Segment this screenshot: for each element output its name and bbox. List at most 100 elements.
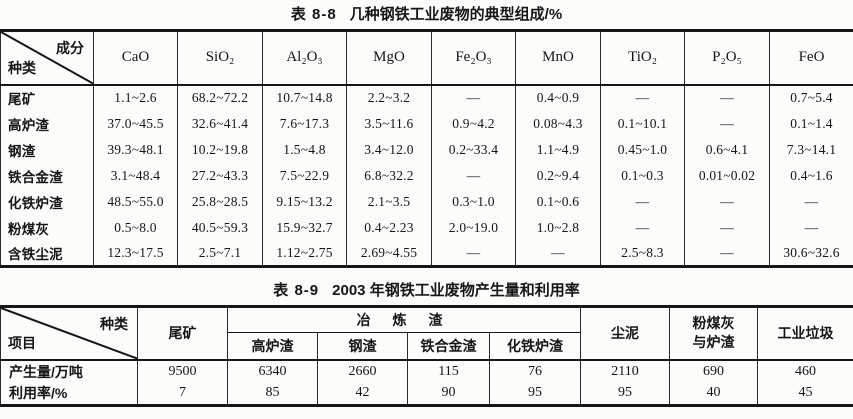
column-header: Fe₂O₃: [431, 30, 516, 86]
corner-label-composition: 成分: [56, 40, 84, 56]
cell: 1.12~2.75: [262, 240, 347, 267]
column-header: MgO: [346, 30, 432, 86]
table-row: 钢渣 39.3~48.1 10.2~19.8 1.5~4.8 3.4~12.0 0.2~3…: [0, 136, 853, 163]
waste-composition-table: 成分 种类 CaO SiO₂ Al₂O₃ MgO Fe₂O₃ MnO TiO₂ …: [0, 29, 853, 268]
cell: —: [431, 162, 516, 189]
cell: 0.01~0.02: [684, 162, 770, 189]
cell: 115: [407, 359, 490, 383]
cell: 6.8~32.2: [346, 162, 432, 189]
table2-header-row-2: 高炉渣 钢渣 铁合金渣 化铁炉渣: [1, 332, 853, 361]
column-header: P₂O₅: [684, 30, 770, 86]
column-header-industrial-waste: 工业垃圾: [757, 306, 853, 361]
cell: —: [769, 188, 853, 215]
column-group-smelting-slag: 冶 炼 渣: [226, 306, 582, 333]
column-header-ferroalloy-slag: 铁合金渣: [407, 332, 490, 361]
cell: 0.4~0.9: [515, 84, 601, 111]
cell: 7.3~14.1: [769, 136, 853, 163]
column-header-dust-sludge: 尘泥: [580, 306, 671, 361]
cell: —: [600, 214, 685, 241]
cell: 0.4~2.23: [346, 214, 432, 241]
cell: 1.1~4.9: [515, 136, 601, 163]
cell: 9500: [137, 359, 228, 383]
cell: 30.6~32.6: [769, 240, 853, 267]
cell: 2.5~8.3: [600, 240, 685, 267]
cell: 90: [407, 382, 490, 406]
cell: 3.1~48.4: [93, 162, 178, 189]
cell: 0.1~0.6: [515, 188, 601, 215]
row-label: 利用率/%: [0, 382, 138, 406]
table-row: 高炉渣 37.0~45.5 32.6~41.4 7.6~17.3 3.5~11.6 0.9…: [0, 110, 853, 137]
cell: 7: [137, 382, 228, 406]
column-header-tailings: 尾矿: [137, 306, 228, 361]
table-row: 含铁尘泥 12.3~17.5 2.5~7.1 1.12~2.75 2.69~4.55— —…: [0, 240, 853, 267]
cell: 3.4~12.0: [346, 136, 432, 163]
cell: —: [431, 240, 516, 267]
cell: 0.1~0.3: [600, 162, 685, 189]
table-row: 粉煤灰 0.5~8.0 40.5~59.3 15.9~32.7 0.4~2.23 2.0~…: [0, 214, 853, 241]
column-header: CaO: [93, 30, 178, 86]
table2-title: 表 8-9 2003 年钢铁工业废物产生量和利用率: [0, 268, 853, 301]
table1-title-text: 几种钢铁工业废物的典型组成/%: [349, 6, 563, 23]
cell: 0.5~8.0: [93, 214, 178, 241]
cell: 2660: [317, 359, 408, 383]
cell: 37.0~45.5: [93, 110, 178, 137]
cell: 0.4~1.6: [769, 162, 853, 189]
cell: 32.6~41.4: [177, 110, 263, 137]
table2-header-row-1: 种类 项目 尾矿 冶 炼 渣 尘泥 粉煤灰 与炉渣 工业垃圾: [0, 306, 853, 361]
cell: —: [600, 84, 685, 111]
table-row: 铁合金渣 3.1~48.4 27.2~43.3 7.5~22.9 6.8~32.2—0.…: [0, 162, 853, 189]
cell: 0.9~4.2: [431, 110, 516, 137]
table2-title-text: 2003 年钢铁工业废物产生量和利用率: [332, 282, 580, 299]
row-label: 产生量/万吨: [0, 359, 138, 383]
cell: 1.5~4.8: [262, 136, 347, 163]
cell: 690: [669, 359, 759, 383]
cell: 6340: [227, 359, 318, 383]
cell: 85: [227, 382, 318, 406]
cell: 2.2~3.2: [346, 84, 432, 111]
cell: 39.3~48.1: [93, 136, 178, 163]
diagonal-line: [1, 308, 137, 359]
row-label: 高炉渣: [0, 110, 94, 137]
cell: 460: [757, 359, 853, 383]
row-label: 铁合金渣: [0, 162, 94, 189]
cell: 0.7~5.4: [769, 84, 853, 111]
cell: 12.3~17.5: [93, 240, 178, 267]
cell: 2.1~3.5: [346, 188, 432, 215]
column-header-flyash-slag: 粉煤灰 与炉渣: [669, 306, 759, 361]
table-row: 化铁炉渣 48.5~55.0 25.8~28.5 9.15~13.2 2.1~3.5 0.…: [0, 188, 853, 215]
cell: 10.7~14.8: [262, 84, 347, 111]
cell: 15.9~32.7: [262, 214, 347, 241]
cell: —: [600, 188, 685, 215]
cell: 0.2~33.4: [431, 136, 516, 163]
waste-output-utilization-table: 种类 项目 尾矿 冶 炼 渣 尘泥 粉煤灰 与炉渣 工业垃圾 高炉渣 钢渣 铁合…: [0, 305, 853, 407]
cell: 0.08~4.3: [515, 110, 601, 137]
cell: —: [431, 84, 516, 111]
cell: 0.2~9.4: [515, 162, 601, 189]
cell: —: [684, 240, 770, 267]
flyash-line1: 粉煤灰: [692, 315, 735, 332]
cell: 0.1~1.4: [769, 110, 853, 137]
cell: 2.0~19.0: [431, 214, 516, 241]
column-header: FeO: [769, 30, 853, 86]
table1-corner-cell: 成分 种类: [0, 30, 94, 86]
row-label: 钢渣: [0, 136, 94, 163]
cell: 27.2~43.3: [177, 162, 263, 189]
row-label: 含铁尘泥: [0, 240, 94, 267]
cell: 2110: [580, 359, 671, 383]
cell: 7.6~17.3: [262, 110, 347, 137]
cell: 25.8~28.5: [177, 188, 263, 215]
cell: —: [684, 188, 770, 215]
corner-label-type: 种类: [100, 316, 128, 332]
table-row: 产生量/万吨 9500 6340 2660 115 76 2110 690 460: [0, 359, 853, 383]
cell: 42: [317, 382, 408, 406]
column-header-blast-furnace-slag: 高炉渣: [227, 332, 318, 361]
column-header-steel-slag: 钢渣: [317, 332, 408, 361]
cell: 0.45~1.0: [600, 136, 685, 163]
column-header: SiO₂: [177, 30, 263, 86]
cell: 48.5~55.0: [93, 188, 178, 215]
corner-label-type: 种类: [8, 59, 36, 76]
table1-title: 表 8-8 几种钢铁工业废物的典型组成/%: [0, 0, 853, 25]
table1-header-row: 成分 种类 CaO SiO₂ Al₂O₃ MgO Fe₂O₃ MnO TiO₂ …: [0, 30, 853, 86]
cell: 0.3~1.0: [431, 188, 516, 215]
cell: 45: [757, 382, 853, 406]
